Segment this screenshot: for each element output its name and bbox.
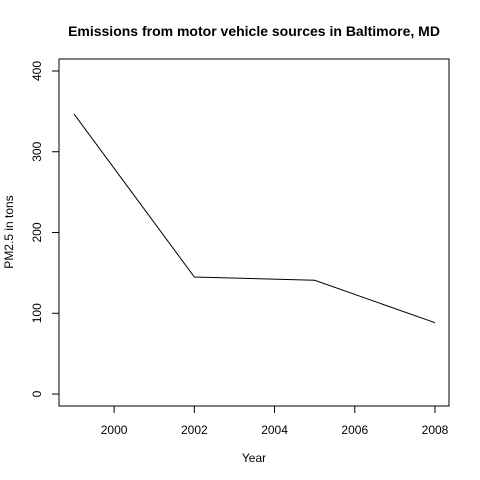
x-axis: 2000 2002 2004 2006 2008 — [101, 406, 449, 437]
x-tick-label: 2002 — [181, 423, 208, 437]
x-tick-label: 2006 — [341, 423, 368, 437]
plot-frame — [58, 58, 450, 407]
series-line-0 — [73, 113, 436, 324]
series-group — [73, 113, 436, 324]
y-tick-label: 100 — [30, 303, 44, 323]
chart-title: Emissions from motor vehicle sources in … — [68, 23, 440, 39]
y-tick-label: 400 — [30, 61, 44, 81]
y-tick-label: 200 — [30, 222, 44, 242]
y-axis-label: PM2.5 in tons — [2, 195, 16, 268]
y-tick-label: 300 — [30, 141, 44, 161]
x-tick-label: 2004 — [261, 423, 288, 437]
x-tick-label: 2000 — [101, 423, 128, 437]
x-tick-label: 2008 — [422, 423, 449, 437]
x-axis-label: Year — [242, 451, 266, 465]
y-axis: 0 100 200 300 400 — [30, 61, 59, 397]
y-tick-label: 0 — [30, 390, 44, 397]
